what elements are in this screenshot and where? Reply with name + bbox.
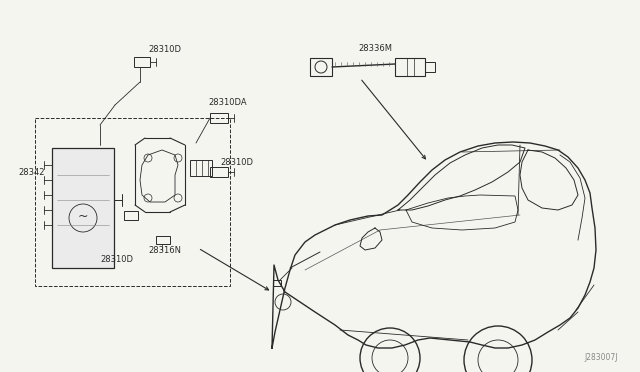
Text: 28310D: 28310D xyxy=(100,255,133,264)
Bar xyxy=(52,148,114,268)
Bar xyxy=(156,236,170,244)
Text: 28342: 28342 xyxy=(18,168,45,177)
Bar xyxy=(124,211,138,220)
Bar xyxy=(395,58,425,76)
Text: 28310DA: 28310DA xyxy=(208,98,246,107)
Bar xyxy=(273,280,281,286)
Text: 28316N: 28316N xyxy=(148,246,181,255)
Text: 28336M: 28336M xyxy=(358,44,392,53)
Text: 28310D: 28310D xyxy=(220,158,253,167)
Bar xyxy=(35,118,230,286)
Bar xyxy=(134,57,150,67)
Bar xyxy=(425,62,435,72)
Bar xyxy=(210,113,228,123)
Text: J283007J: J283007J xyxy=(584,353,618,362)
Text: 28310D: 28310D xyxy=(148,45,181,54)
Bar xyxy=(190,160,212,176)
Bar xyxy=(210,167,228,177)
Text: ~: ~ xyxy=(77,209,88,222)
Bar xyxy=(310,58,332,76)
